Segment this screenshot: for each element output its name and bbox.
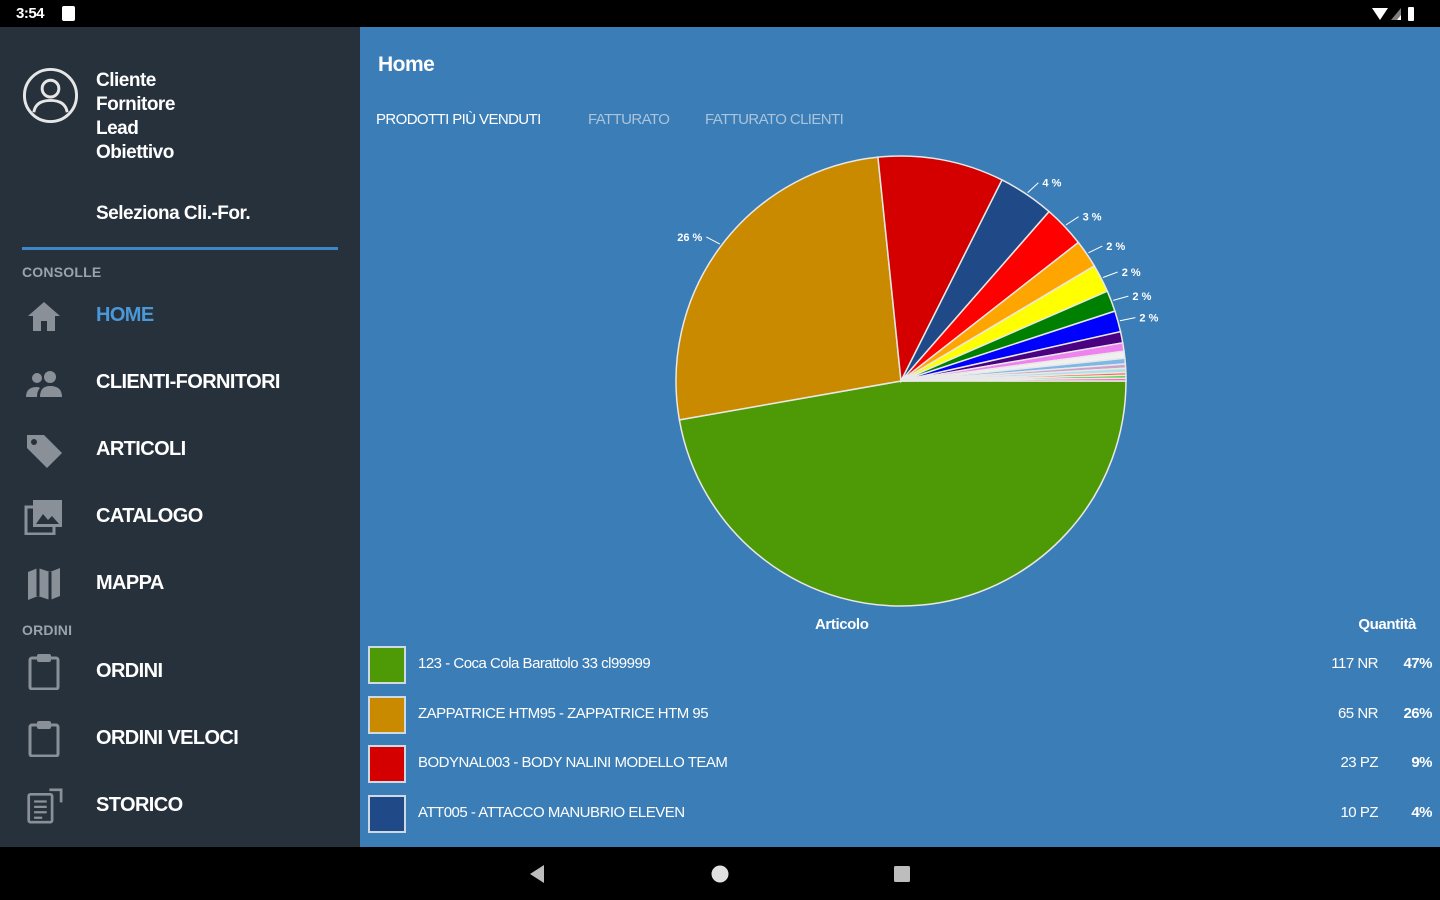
pie-label-leader	[1113, 295, 1129, 301]
legend-row[interactable]: ATT005 - ATTACCO MANUBRIO ELEVEN 10 PZ 4…	[368, 792, 1434, 836]
legend-percent: 47%	[1403, 655, 1432, 672]
account-type-lead: Lead	[96, 118, 139, 139]
tab-prodotti-piu-venduti[interactable]: PRODOTTI PIÙ VENDUTI	[376, 111, 541, 128]
photo-library-icon	[24, 500, 62, 535]
legend-percent: 9%	[1411, 754, 1432, 771]
nav-label-clienti-fornitori: CLIENTI-FORNITORI	[96, 371, 280, 393]
pie-slice-label: 2 %	[1106, 241, 1125, 253]
nav-item-catalogo[interactable]: CATALOGO	[0, 489, 360, 545]
pie-slice-label: 2 %	[1132, 291, 1151, 303]
legend-description: BODYNAL003 - BODY NALINI MODELLO TEAM	[418, 754, 728, 771]
nav-item-clienti-fornitori[interactable]: CLIENTI-FORNITORI	[0, 355, 360, 411]
nav-item-storico[interactable]: STORICO	[0, 778, 360, 834]
clipboard-icon	[28, 654, 60, 690]
home-circle-icon[interactable]	[707, 861, 733, 887]
column-header-article: Articolo	[815, 616, 869, 633]
back-icon[interactable]	[524, 861, 550, 887]
column-header-quantity: Quantità	[1358, 616, 1416, 633]
legend-swatch	[368, 795, 406, 833]
nav-item-ordini[interactable]: ORDINI	[0, 644, 360, 700]
pie-slice[interactable]	[877, 155, 1004, 384]
pie-slice[interactable]	[675, 156, 902, 421]
legend-description: ZAPPATRICE HTM95 - ZAPPATRICE HTM 95	[418, 705, 709, 722]
pie-label-leader	[1088, 245, 1103, 254]
legend-row[interactable]: BODYNAL003 - BODY NALINI MODELLO TEAM 23…	[368, 742, 1434, 786]
legend-swatch	[368, 646, 406, 684]
legend-quantity: 23 PZ	[1340, 754, 1378, 771]
best-sellers-pie-chart: 26 % 4 % 3 % 2 % 2 % 2 % 2 %	[675, 155, 1159, 607]
account-type-list: Cliente Fornitore Lead Obiettivo	[96, 69, 175, 165]
nav-item-home[interactable]: HOME	[0, 288, 360, 344]
nav-label-ordini-veloci: ORDINI VELOCI	[96, 727, 239, 749]
tab-fatturato-clienti[interactable]: FATTURATO CLIENTI	[705, 111, 844, 128]
status-bar: 3:54	[0, 0, 1440, 27]
section-label-consolle: CONSOLLE	[22, 264, 102, 280]
system-navigation-bar	[0, 847, 1440, 900]
pie-slice-label: 26 %	[677, 232, 702, 244]
account-circle-icon[interactable]	[22, 67, 79, 124]
nav-label-mappa: MAPPA	[96, 572, 164, 594]
pie-label-leader	[706, 236, 721, 245]
legend-quantity: 117 NR	[1331, 655, 1378, 672]
people-icon	[26, 371, 62, 397]
pie-label-leader	[1119, 317, 1136, 322]
nav-label-home: HOME	[96, 304, 154, 326]
nav-item-ordini-veloci[interactable]: ORDINI VELOCI	[0, 711, 360, 767]
sd-card-icon	[62, 6, 75, 21]
account-type-obiettivo: Obiettivo	[96, 142, 174, 163]
recent-apps-icon[interactable]	[889, 861, 915, 887]
pie-slice-label: 2 %	[1122, 267, 1141, 279]
nav-label-articoli: ARTICOLI	[96, 438, 186, 460]
account-type-fornitore: Fornitore	[96, 94, 175, 115]
legend-swatch	[368, 745, 406, 783]
nav-item-articoli[interactable]: ARTICOLI	[0, 422, 360, 478]
pie-label-leader	[1027, 182, 1039, 193]
legend-quantity: 65 NR	[1337, 705, 1379, 722]
section-label-ordini: ORDINI	[22, 622, 73, 638]
tag-icon	[27, 435, 62, 468]
nav-label-storico: STORICO	[96, 794, 183, 816]
nav-item-mappa[interactable]: MAPPA	[0, 556, 360, 612]
nav-label-catalogo: CATALOGO	[96, 505, 203, 527]
legend-quantity: 10 PZ	[1340, 804, 1378, 821]
main-content: Home PRODOTTI PIÙ VENDUTI FATTURATO FATT…	[360, 27, 1440, 847]
account-type-cliente: Cliente	[96, 70, 156, 91]
pie-slice-label: 2 %	[1139, 313, 1158, 325]
pie-label-leader	[1065, 216, 1079, 226]
pie-slice[interactable]	[900, 377, 1127, 382]
status-time: 3:54	[16, 5, 45, 22]
tab-fatturato[interactable]: FATTURATO	[588, 111, 670, 128]
pie-label-leader	[1102, 271, 1118, 278]
navigation-drawer: Cliente Fornitore Lead Obiettivo Selezio…	[0, 27, 360, 847]
legend-description: ATT005 - ATTACCO MANUBRIO ELEVEN	[418, 804, 685, 821]
nav-label-ordini: ORDINI	[96, 660, 163, 682]
pie-slice[interactable]	[678, 380, 1127, 607]
legend-percent: 26%	[1403, 705, 1432, 722]
page-title: Home	[378, 53, 435, 76]
legend-row[interactable]: 123 - Coca Cola Barattolo 33 cl99999 117…	[368, 643, 1434, 687]
home-icon	[28, 302, 60, 331]
legend-percent: 4%	[1411, 804, 1432, 821]
pie-slice-label: 3 %	[1083, 212, 1102, 224]
pie-slice-label: 4 %	[1042, 178, 1061, 190]
clipboard-icon	[28, 721, 60, 757]
legend-description: 123 - Coca Cola Barattolo 33 cl99999	[418, 655, 651, 672]
history-icon	[27, 788, 63, 824]
legend-row[interactable]: ZAPPATRICE HTM95 - ZAPPATRICE HTM 95 65 …	[368, 693, 1434, 737]
map-icon	[28, 568, 60, 600]
signal-battery-icon	[1372, 7, 1414, 21]
select-customer-supplier-button[interactable]: Seleziona Cli.-For.	[96, 203, 251, 224]
legend-swatch	[368, 696, 406, 734]
drawer-divider	[22, 247, 338, 250]
